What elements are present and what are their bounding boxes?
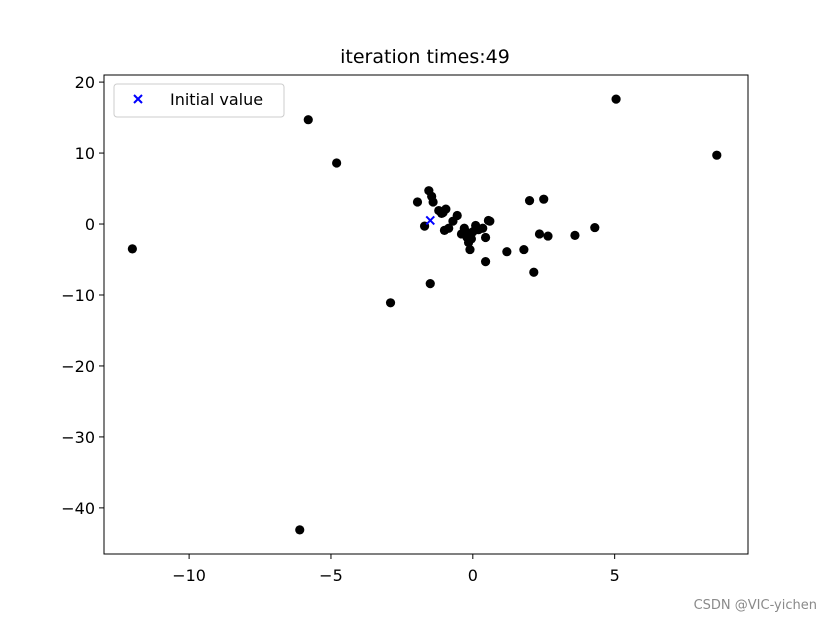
data-point bbox=[385, 298, 396, 308]
x-tick-label: −10 bbox=[172, 566, 206, 585]
data-point bbox=[428, 197, 438, 207]
data-point bbox=[524, 196, 535, 206]
data-point bbox=[303, 115, 313, 125]
data-point bbox=[570, 230, 580, 240]
data-point bbox=[712, 150, 722, 160]
data-point bbox=[502, 247, 512, 257]
data-point bbox=[332, 158, 342, 168]
data-point bbox=[611, 94, 621, 104]
data-point bbox=[425, 279, 435, 289]
data-point bbox=[437, 208, 447, 218]
data-point bbox=[534, 229, 545, 239]
y-tick-label: −30 bbox=[61, 428, 95, 447]
data-point bbox=[452, 210, 462, 221]
data-point bbox=[466, 234, 476, 244]
initial-value-marker bbox=[425, 215, 435, 226]
data-point bbox=[539, 194, 549, 204]
legend-entry-initial-value: Initial value bbox=[170, 90, 263, 109]
data-point bbox=[295, 525, 305, 535]
y-tick-label: 0 bbox=[85, 215, 95, 234]
data-point bbox=[412, 197, 423, 207]
data-point bbox=[529, 267, 539, 277]
y-tick-label: 10 bbox=[75, 144, 95, 163]
watermark: CSDN @VIC-yichen bbox=[693, 598, 817, 613]
data-points bbox=[127, 94, 722, 535]
legend: Initial value bbox=[113, 83, 285, 118]
x-tick-label: 0 bbox=[468, 566, 478, 585]
x-axis-ticks: −10 −5 0 5 bbox=[172, 554, 620, 585]
y-tick-label: −20 bbox=[61, 357, 95, 376]
data-point bbox=[485, 216, 495, 226]
data-point bbox=[478, 223, 488, 233]
y-tick-label: −40 bbox=[61, 499, 95, 518]
x-tick-label: −5 bbox=[319, 566, 343, 585]
y-tick-label: 20 bbox=[75, 73, 95, 92]
y-axis-ticks: 20 10 0 −10 −20 −30 −40 bbox=[61, 73, 104, 518]
x-tick-label: 5 bbox=[610, 566, 620, 585]
data-point bbox=[480, 232, 491, 243]
data-point bbox=[444, 223, 454, 233]
data-point bbox=[465, 244, 475, 255]
y-tick-label: −10 bbox=[61, 286, 95, 305]
data-point bbox=[480, 257, 491, 267]
data-point bbox=[543, 231, 553, 241]
plot-area-frame bbox=[103, 74, 749, 555]
data-point bbox=[590, 222, 600, 233]
data-point bbox=[519, 244, 529, 255]
chart-title: iteration times:49 bbox=[340, 46, 510, 68]
data-point bbox=[127, 244, 137, 254]
legend-box bbox=[113, 83, 285, 118]
legend-x-marker-icon bbox=[133, 94, 143, 104]
